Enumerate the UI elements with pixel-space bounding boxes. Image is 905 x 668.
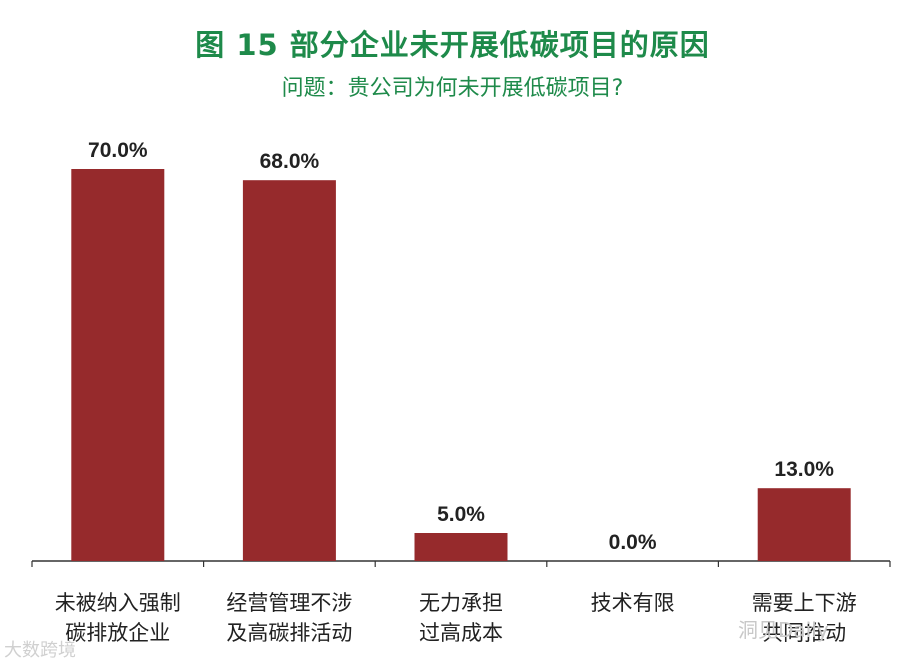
data-label-4: 13.0%: [774, 458, 834, 481]
chart-subtitle: 问题：贵公司为何未开展低碳项目?: [281, 76, 624, 101]
data-label-0: 70.0%: [88, 139, 148, 162]
category-label-4-line-1: 共同推动: [762, 621, 846, 645]
chart-title: 图 15 部分企业未开展低碳项目的原因: [195, 28, 710, 62]
bar-1: [242, 180, 336, 561]
category-label-2-line-0: 无力承担: [419, 591, 503, 615]
bar-2: [414, 533, 508, 561]
bar-4: [757, 488, 851, 561]
data-label-3: 0.0%: [609, 531, 657, 554]
category-label-2-line-1: 过高成本: [419, 621, 503, 645]
category-label-1-line-1: 及高碳排活动: [226, 621, 352, 645]
category-label-0-line-1: 碳排放企业: [65, 621, 170, 645]
watermark-right: 洞见Daily: [738, 618, 829, 642]
category-label-1-line-0: 经营管理不涉: [226, 591, 352, 615]
data-label-2: 5.0%: [437, 503, 485, 526]
bar-0: [71, 169, 165, 561]
category-label-4-line-0: 需要上下游: [752, 591, 857, 615]
category-label-0-line-0: 未被纳入强制: [55, 591, 181, 615]
category-label-3-line-0: 技术有限: [591, 591, 675, 615]
data-label-1: 68.0%: [260, 150, 320, 173]
watermark-left: 大数跨境: [4, 640, 76, 661]
